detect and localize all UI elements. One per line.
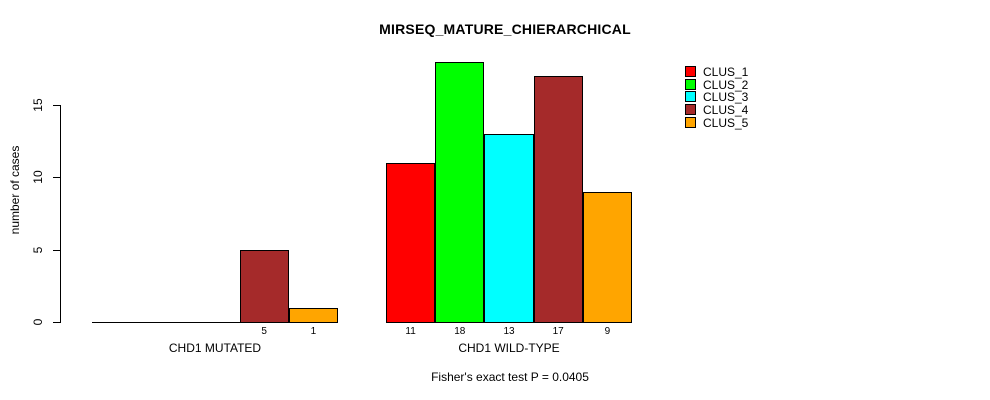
y-axis-label: number of cases xyxy=(8,145,22,235)
y-tick-label: 5 xyxy=(31,246,45,253)
legend-label: CLUS_4 xyxy=(703,103,749,118)
bar-clus_4 xyxy=(239,249,289,323)
legend-swatch-clus_5 xyxy=(685,116,696,128)
bar-value-label: 1 xyxy=(310,326,317,337)
y-tick-label: 0 xyxy=(31,318,45,326)
y-axis-line xyxy=(60,105,61,323)
chart-title: MIRSEQ_MATURE_CHIERARCHICAL xyxy=(379,21,631,37)
legend-swatch-clus_2 xyxy=(685,78,696,90)
y-tick xyxy=(53,249,61,251)
legend-label: CLUS_2 xyxy=(703,77,749,92)
legend-label: CLUS_1 xyxy=(703,65,749,79)
y-tick xyxy=(53,177,61,179)
p-value-annotation: Fisher's exact test P = 0.0405 xyxy=(431,370,589,384)
bar-clus_5 xyxy=(288,307,338,323)
bar-value-label: 5 xyxy=(261,326,267,337)
bar-value-label: 9 xyxy=(604,326,611,337)
y-tick-label: 10 xyxy=(31,170,45,185)
y-tick-label: 15 xyxy=(31,98,45,112)
bar-clus_3 xyxy=(484,133,534,323)
legend-swatch-clus_1 xyxy=(685,66,696,77)
legend-label: CLUS_3 xyxy=(703,90,749,105)
x-axis-baseline xyxy=(92,322,338,323)
group-label: CHD1 WILD-TYPE xyxy=(458,341,560,355)
bar-value-label: 13 xyxy=(503,326,515,337)
y-tick xyxy=(53,105,61,106)
bar-value-label: 18 xyxy=(454,326,466,337)
bar-clus_5 xyxy=(582,191,632,323)
legend-label: CLUS_5 xyxy=(703,115,749,130)
legend-swatch-clus_4 xyxy=(685,104,696,116)
y-tick xyxy=(53,322,61,323)
bar-clus_2 xyxy=(435,61,485,323)
group-label: CHD1 MUTATED xyxy=(168,341,262,355)
bar-value-label: 11 xyxy=(405,326,416,337)
bar-value-label: 17 xyxy=(552,326,564,337)
legend-swatch-clus_3 xyxy=(685,91,696,103)
bar-clus_1 xyxy=(386,162,436,323)
bar-clus_4 xyxy=(533,76,583,323)
